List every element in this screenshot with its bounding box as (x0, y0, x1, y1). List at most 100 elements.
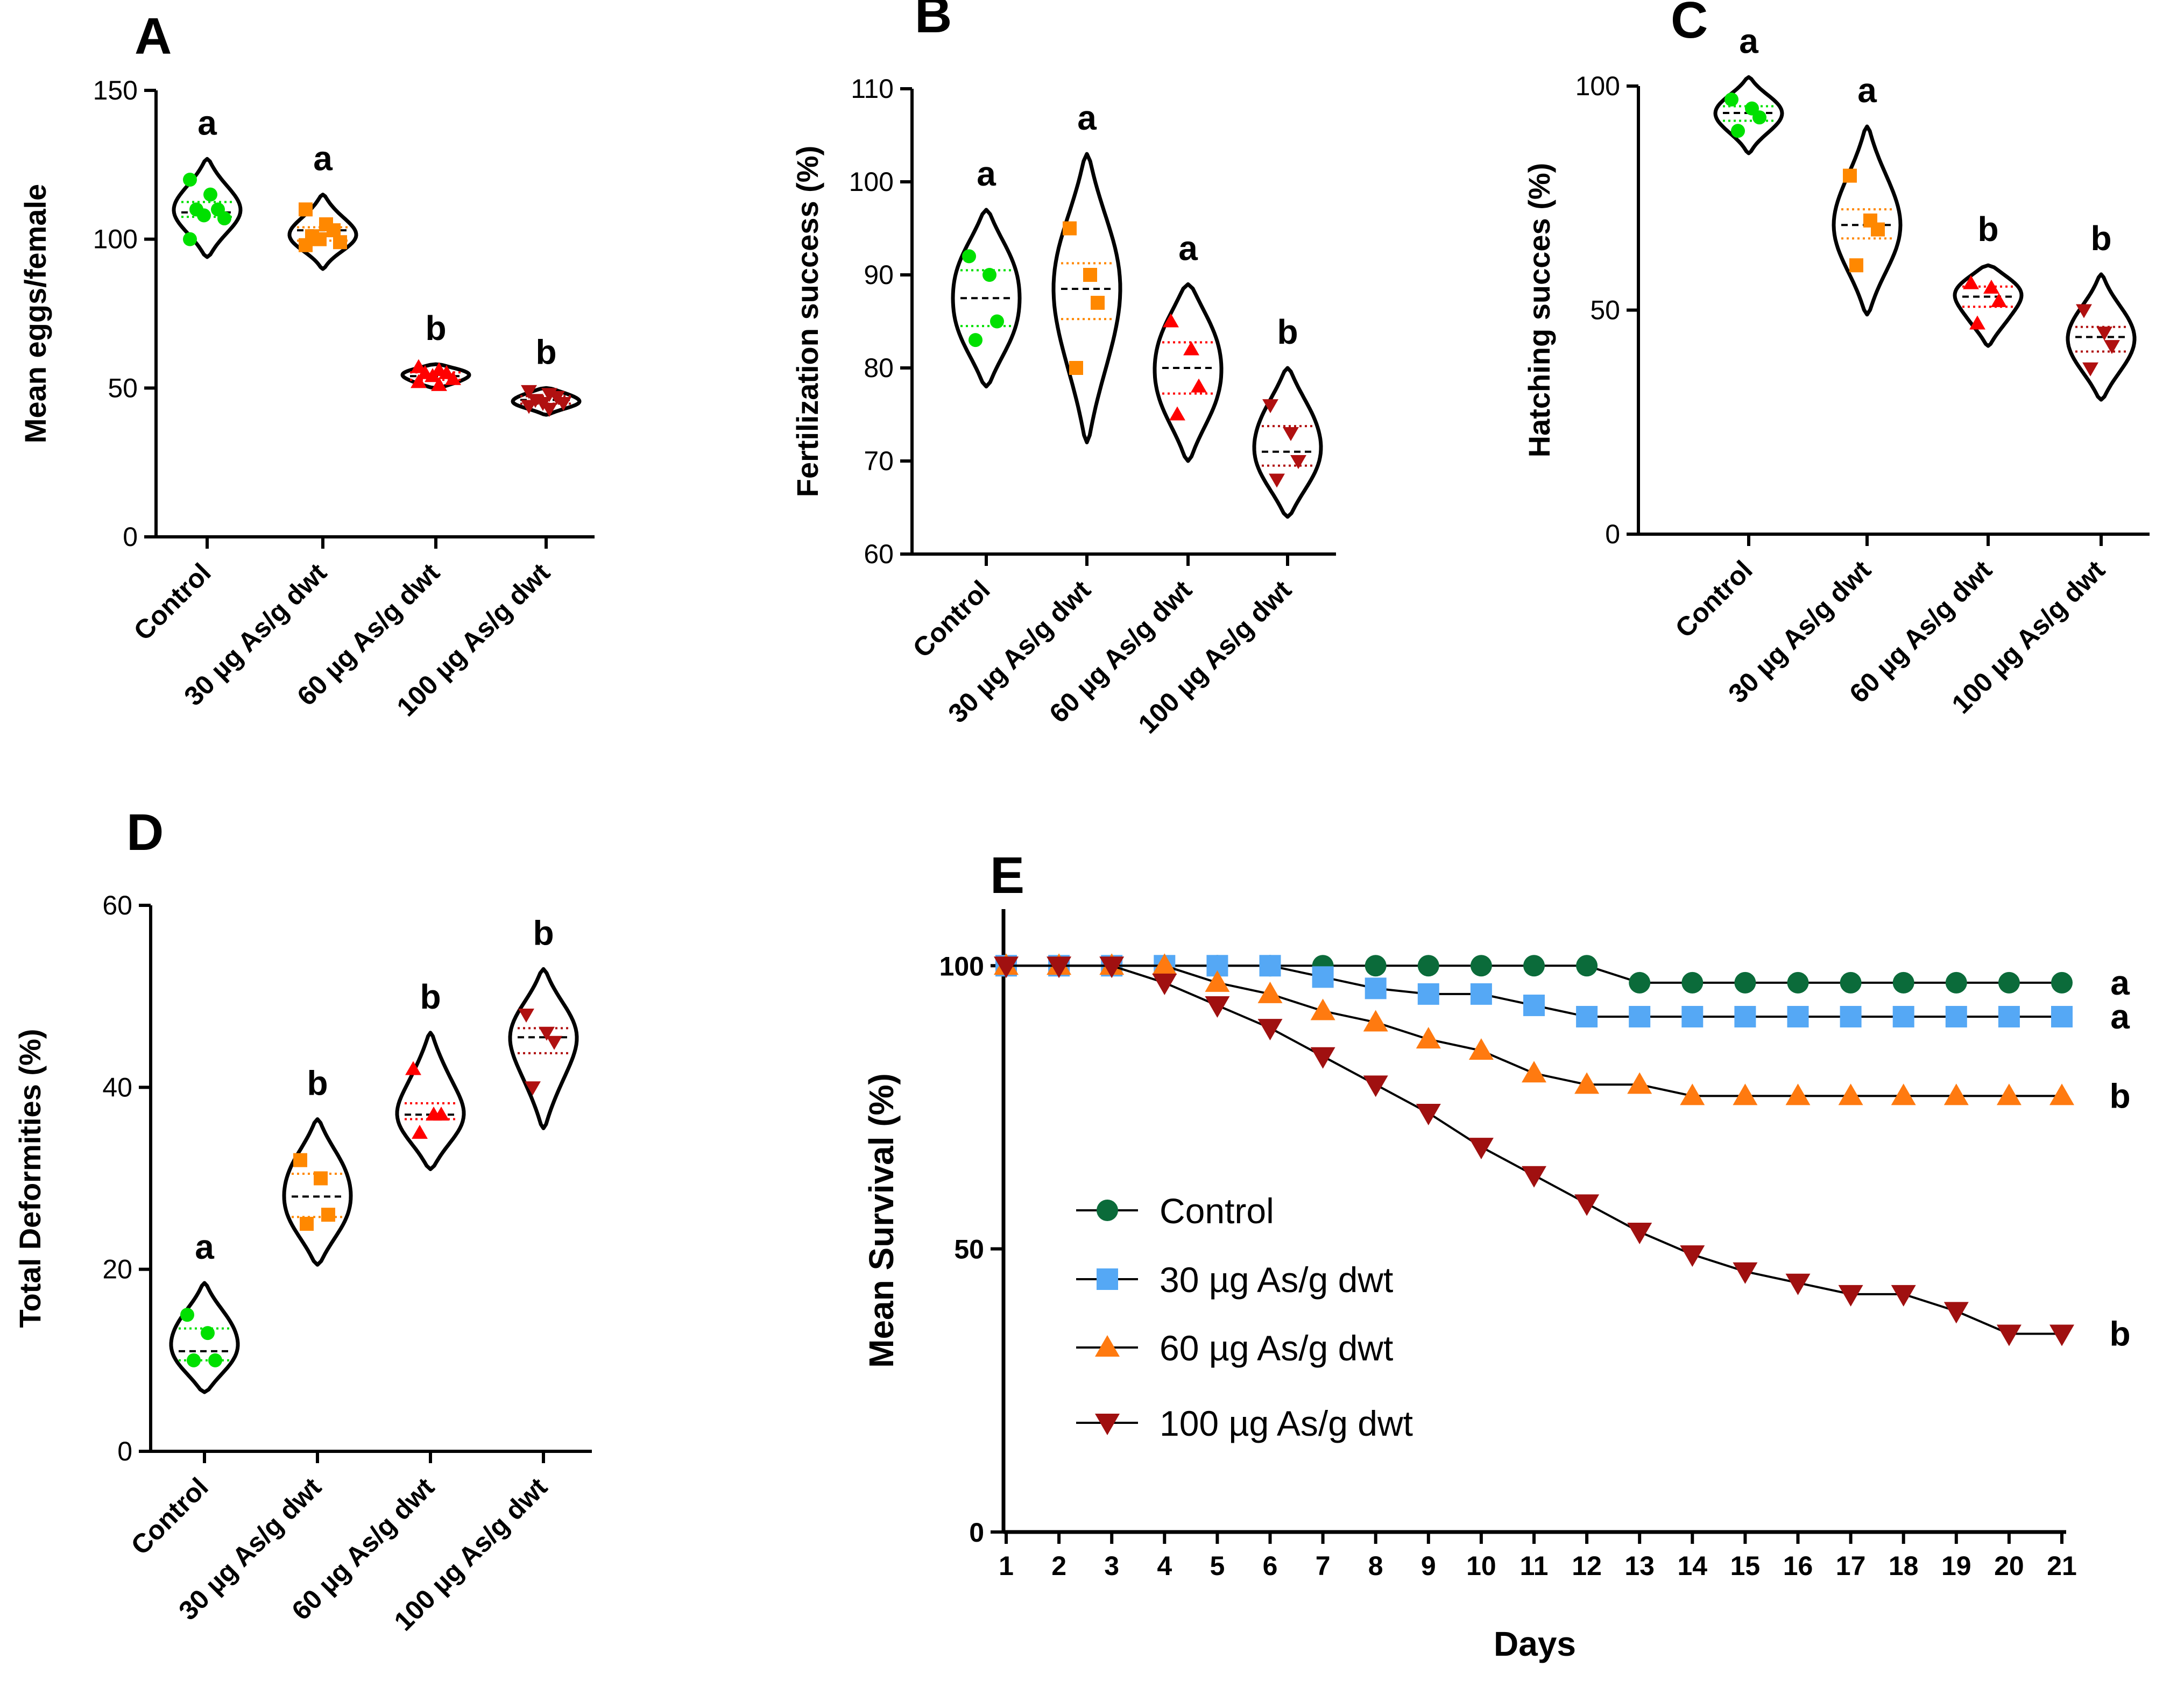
data-point (321, 1208, 335, 1222)
x-tick-label: 18 (1889, 1551, 1919, 1581)
y-tick-label: 50 (954, 1235, 984, 1265)
series-point (1259, 955, 1281, 977)
data-point (327, 223, 341, 238)
data-point (525, 1081, 541, 1096)
series-point (1892, 971, 1914, 994)
data-point (1283, 427, 1299, 442)
series-point (1996, 1324, 2022, 1346)
legend-label: Control (1160, 1191, 1274, 1231)
data-point (1163, 313, 1179, 328)
data-point (217, 211, 231, 225)
y-tick-label: 20 (102, 1254, 132, 1285)
data-point (1091, 295, 1105, 310)
x-tick-label: 15 (1730, 1551, 1761, 1581)
significance-letter: a (2110, 963, 2130, 1002)
data-point (969, 333, 983, 347)
data-point (299, 202, 313, 217)
significance-letter: b (307, 1064, 328, 1103)
series-point (1629, 971, 1651, 994)
series-point (1522, 1061, 1546, 1083)
category-label: Control (128, 557, 217, 646)
data-point (201, 1326, 215, 1341)
y-tick-label: 0 (123, 522, 138, 552)
series-point (1627, 1223, 1652, 1245)
y-tick-label: 70 (864, 446, 894, 476)
violin-shape (2066, 272, 2137, 402)
data-point (445, 371, 461, 385)
series-point (1998, 1006, 2020, 1028)
data-point (1169, 406, 1185, 421)
series-point (1365, 955, 1387, 977)
series-point (1099, 956, 1125, 978)
violin-shape (1832, 124, 1903, 317)
data-point (180, 1308, 194, 1322)
y-tick-label: 150 (93, 75, 138, 105)
x-tick-label: 12 (1572, 1551, 1602, 1581)
series-point (1257, 981, 1283, 1003)
series-point (1470, 955, 1492, 977)
data-point (1731, 124, 1745, 138)
series-point (2051, 1006, 2073, 1028)
series-point (1891, 1083, 1916, 1105)
series-point (1945, 971, 1967, 994)
category-label: Control (907, 575, 996, 663)
series-point (2051, 971, 2073, 994)
series-point (1733, 1262, 1758, 1284)
legend-label: 30 µg As/g dwt (1160, 1260, 1393, 1300)
series-point (1310, 998, 1335, 1020)
data-point (411, 374, 427, 388)
x-axis-label: Days (1494, 1625, 1576, 1663)
x-tick-label: 3 (1104, 1551, 1119, 1581)
data-point (208, 1353, 222, 1367)
data-point (433, 1107, 449, 1121)
legend-label: 100 µg As/g dwt (1160, 1403, 1413, 1443)
y-axis-label: Hatching succes (%) (1522, 163, 1556, 458)
category-label: Control (1670, 555, 1758, 643)
series-point (1943, 1083, 1969, 1105)
data-point (521, 385, 537, 399)
data-point (1191, 378, 1207, 393)
panel-letter: A (135, 8, 172, 65)
series-point (1152, 953, 1177, 975)
series-point (1627, 1072, 1652, 1094)
series-point (1574, 1194, 1600, 1216)
x-tick-label: 10 (1466, 1551, 1496, 1581)
y-tick-label: 100 (849, 167, 894, 197)
series-point (1576, 1006, 1598, 1028)
violin-shape (395, 1031, 466, 1172)
data-point (1083, 268, 1097, 282)
data-point (1724, 92, 1738, 107)
data-point (1063, 221, 1077, 236)
y-tick-label: 100 (939, 951, 984, 981)
significance-letter: b (535, 332, 556, 371)
data-point (333, 235, 347, 250)
x-tick-label: 16 (1783, 1551, 1813, 1581)
series-point (1840, 971, 1862, 994)
x-tick-label: 2 (1051, 1551, 1066, 1581)
series-point (1891, 1285, 1916, 1307)
legend-marker (1095, 1414, 1120, 1435)
violin-shape (1953, 263, 2024, 348)
y-tick-label: 50 (1590, 295, 1620, 325)
y-tick-label: 60 (864, 539, 894, 569)
series-point (1892, 1006, 1914, 1028)
violin-shape (511, 386, 582, 417)
series-point (1365, 977, 1387, 999)
series-point (1417, 983, 1439, 1005)
data-point (405, 1061, 421, 1075)
series-point (1523, 955, 1545, 977)
data-point (1843, 168, 1857, 183)
y-axis-label: Fertilization success (%) (790, 146, 824, 498)
violin-shape (1051, 152, 1122, 444)
data-point (187, 1353, 201, 1367)
data-point (1991, 293, 2007, 307)
x-tick-label: 6 (1263, 1551, 1278, 1581)
series-point (1998, 971, 2020, 994)
violin-shape (169, 1281, 240, 1394)
series-point (1574, 1072, 1600, 1094)
data-point (2104, 340, 2120, 354)
significance-letter: a (313, 139, 333, 178)
